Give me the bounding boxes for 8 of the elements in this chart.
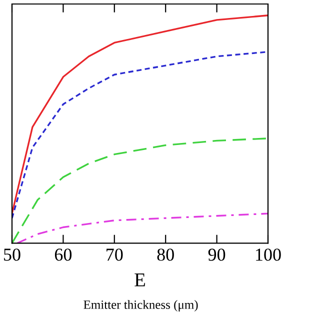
x-tick-label: 70 — [106, 248, 123, 261]
x-tick-label: 50 — [4, 248, 20, 261]
x-tick-label: 90 — [208, 248, 226, 261]
x-axis-title: E — [134, 274, 145, 286]
x-tick-label: 80 — [157, 248, 174, 261]
text: Emitter thickness (μm) — [84, 300, 198, 312]
x-tick-label: 100 — [256, 248, 281, 261]
x-tick-label: 60 — [54, 248, 72, 261]
